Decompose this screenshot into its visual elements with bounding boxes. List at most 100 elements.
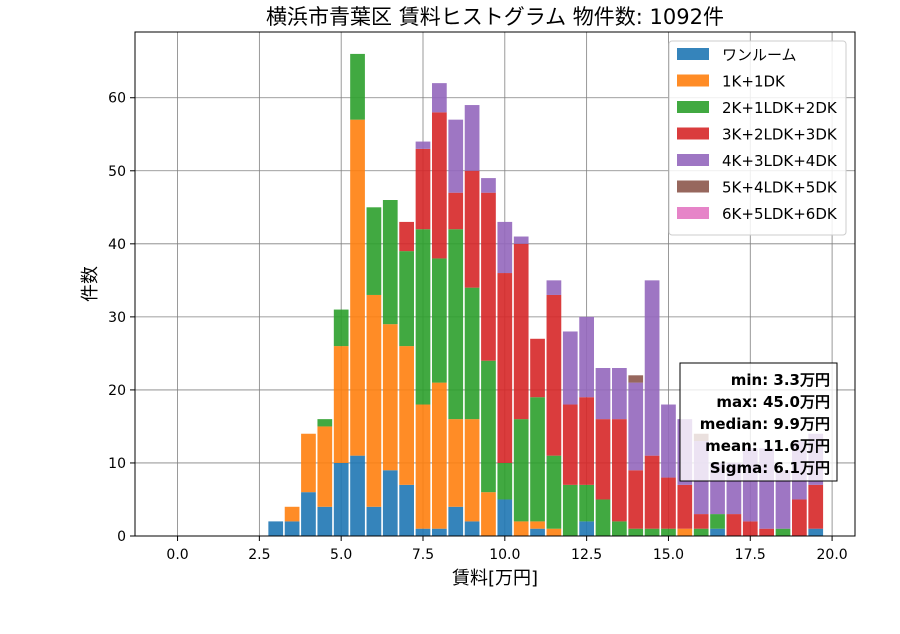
bar-segment-series-0 <box>399 484 414 536</box>
bar-segment-series-3 <box>595 419 611 500</box>
bar-segment-series-1 <box>530 521 545 529</box>
bar-segment-series-4 <box>513 236 529 244</box>
bar-segment-series-4 <box>775 470 791 529</box>
bar-segment-series-3 <box>546 294 562 456</box>
bar-segment-series-0 <box>530 528 545 536</box>
bar-segment-series-1 <box>448 419 464 507</box>
bar-segment-series-3 <box>464 170 480 288</box>
bar-segment-series-3 <box>612 419 627 522</box>
bar-segment-series-4 <box>661 404 676 478</box>
bar-segment-series-0 <box>268 521 284 536</box>
bar-segment-series-3 <box>661 477 676 529</box>
bar-segment-series-2 <box>448 229 464 420</box>
bar-segment-series-3 <box>432 112 447 259</box>
bar-segment-series-1 <box>350 119 365 456</box>
x-tick-label: 5.0 <box>330 547 352 563</box>
bar-segment-series-2 <box>710 514 725 529</box>
bar-segment-series-2 <box>513 419 529 522</box>
y-axis-label: 件数 <box>80 266 101 302</box>
x-tick-label: 12.5 <box>571 547 602 563</box>
bar-segment-series-2 <box>464 287 480 420</box>
y-tick-label: 30 <box>108 310 126 326</box>
bar-segment-series-4 <box>628 382 644 471</box>
bar-segment-series-2 <box>399 251 414 347</box>
bar-segment-series-0 <box>432 528 447 536</box>
bar-segment-series-3 <box>448 192 464 230</box>
bar-segment-series-3 <box>726 514 742 536</box>
bar-segment-series-4 <box>546 280 562 295</box>
bar-segment-series-0 <box>448 506 464 536</box>
bar-segment-series-1 <box>415 404 431 529</box>
bar-segment-series-4 <box>432 83 447 113</box>
bar-segment-series-3 <box>497 273 513 463</box>
bar-segment-series-0 <box>579 521 594 536</box>
x-axis-label: 賃料[万円] <box>452 568 538 589</box>
stat-mean: mean: 11.6万円 <box>705 437 830 455</box>
bar-segment-series-0 <box>710 528 725 536</box>
bar-segment-series-0 <box>497 499 513 536</box>
x-tick-label: 20.0 <box>817 547 848 563</box>
x-tick-label: 10.0 <box>489 547 520 563</box>
bar-segment-series-0 <box>415 528 431 536</box>
bar-segment-series-3 <box>742 521 758 536</box>
bar-segment-series-4 <box>579 316 594 398</box>
y-tick-label: 60 <box>108 91 126 107</box>
y-tick-label: 10 <box>108 456 126 472</box>
y-tick-label: 40 <box>108 237 126 253</box>
bar-segment-series-3 <box>792 499 807 536</box>
bar-segment-series-4 <box>644 280 660 456</box>
bar-segment-series-2 <box>432 258 447 383</box>
bar-segment-series-2 <box>333 309 349 347</box>
legend-swatch <box>677 180 709 193</box>
bar-segment-series-1 <box>513 521 529 536</box>
legend-label: 5K+4LDK+5DK <box>722 179 838 197</box>
bar-segment-series-2 <box>415 229 431 405</box>
bar-segment-series-2 <box>497 462 513 500</box>
bar-segment-series-4 <box>595 368 611 420</box>
bar-segment-series-2 <box>382 200 398 325</box>
bar-segment-series-2 <box>366 207 382 295</box>
y-axis-ticks: 0 10 20 30 40 50 60 <box>108 91 135 545</box>
bar-segment-series-2 <box>693 528 709 536</box>
bar-segment-series-1 <box>399 346 414 485</box>
legend-label: 2K+1LDK+2DK <box>722 99 838 117</box>
bar-segment-series-2 <box>644 528 660 536</box>
legend-swatch <box>677 48 709 60</box>
y-tick-label: 20 <box>108 383 126 399</box>
plot-frame <box>134 31 856 537</box>
x-tick-label: 0.0 <box>166 547 188 563</box>
bar-segment-series-0 <box>366 506 382 536</box>
bar-segment-series-2 <box>350 53 365 120</box>
bar-segment-series-4 <box>464 105 480 171</box>
stat-min: min: 3.3万円 <box>731 371 830 389</box>
bar-segment-series-0 <box>464 521 480 536</box>
bar-segment-series-3 <box>808 484 824 529</box>
legend-swatch <box>677 101 709 113</box>
legend: ワンルーム 1K+1DK 2K+1LDK+2DK 3K+2LDK+3DK 4K+3LDK… <box>668 40 847 236</box>
chart-title: 横浜市青葉区 賃料ヒストグラム 物件数: 1092件 <box>266 5 724 29</box>
bar-segment-series-0 <box>808 528 824 536</box>
bar-segment-series-1 <box>546 528 562 536</box>
bar-segment-series-2 <box>661 528 676 536</box>
bars <box>268 53 824 536</box>
bar-segment-series-1 <box>317 426 333 507</box>
bar-segment-series-3 <box>628 470 644 529</box>
bar-segment-series-3 <box>759 528 774 536</box>
legend-label: 3K+2LDK+3DK <box>722 126 838 144</box>
bar-segment-series-2 <box>628 528 644 536</box>
bar-segment-series-1 <box>677 528 693 536</box>
bar-segment-series-3 <box>513 243 529 420</box>
legend-label: 1K+1DK <box>722 73 786 91</box>
bar-segment-series-3 <box>693 514 709 529</box>
bar-segment-series-2 <box>612 521 627 536</box>
bar-segment-series-3 <box>530 338 545 398</box>
legend-swatch <box>677 207 709 219</box>
bar-segment-series-2 <box>562 484 578 536</box>
bar-segment-series-0 <box>350 455 365 536</box>
bar-segment-series-1 <box>284 506 300 522</box>
bar-segment-series-4 <box>612 368 627 420</box>
stat-max: max: 45.0万円 <box>716 393 830 411</box>
bar-segment-series-4 <box>497 221 513 274</box>
